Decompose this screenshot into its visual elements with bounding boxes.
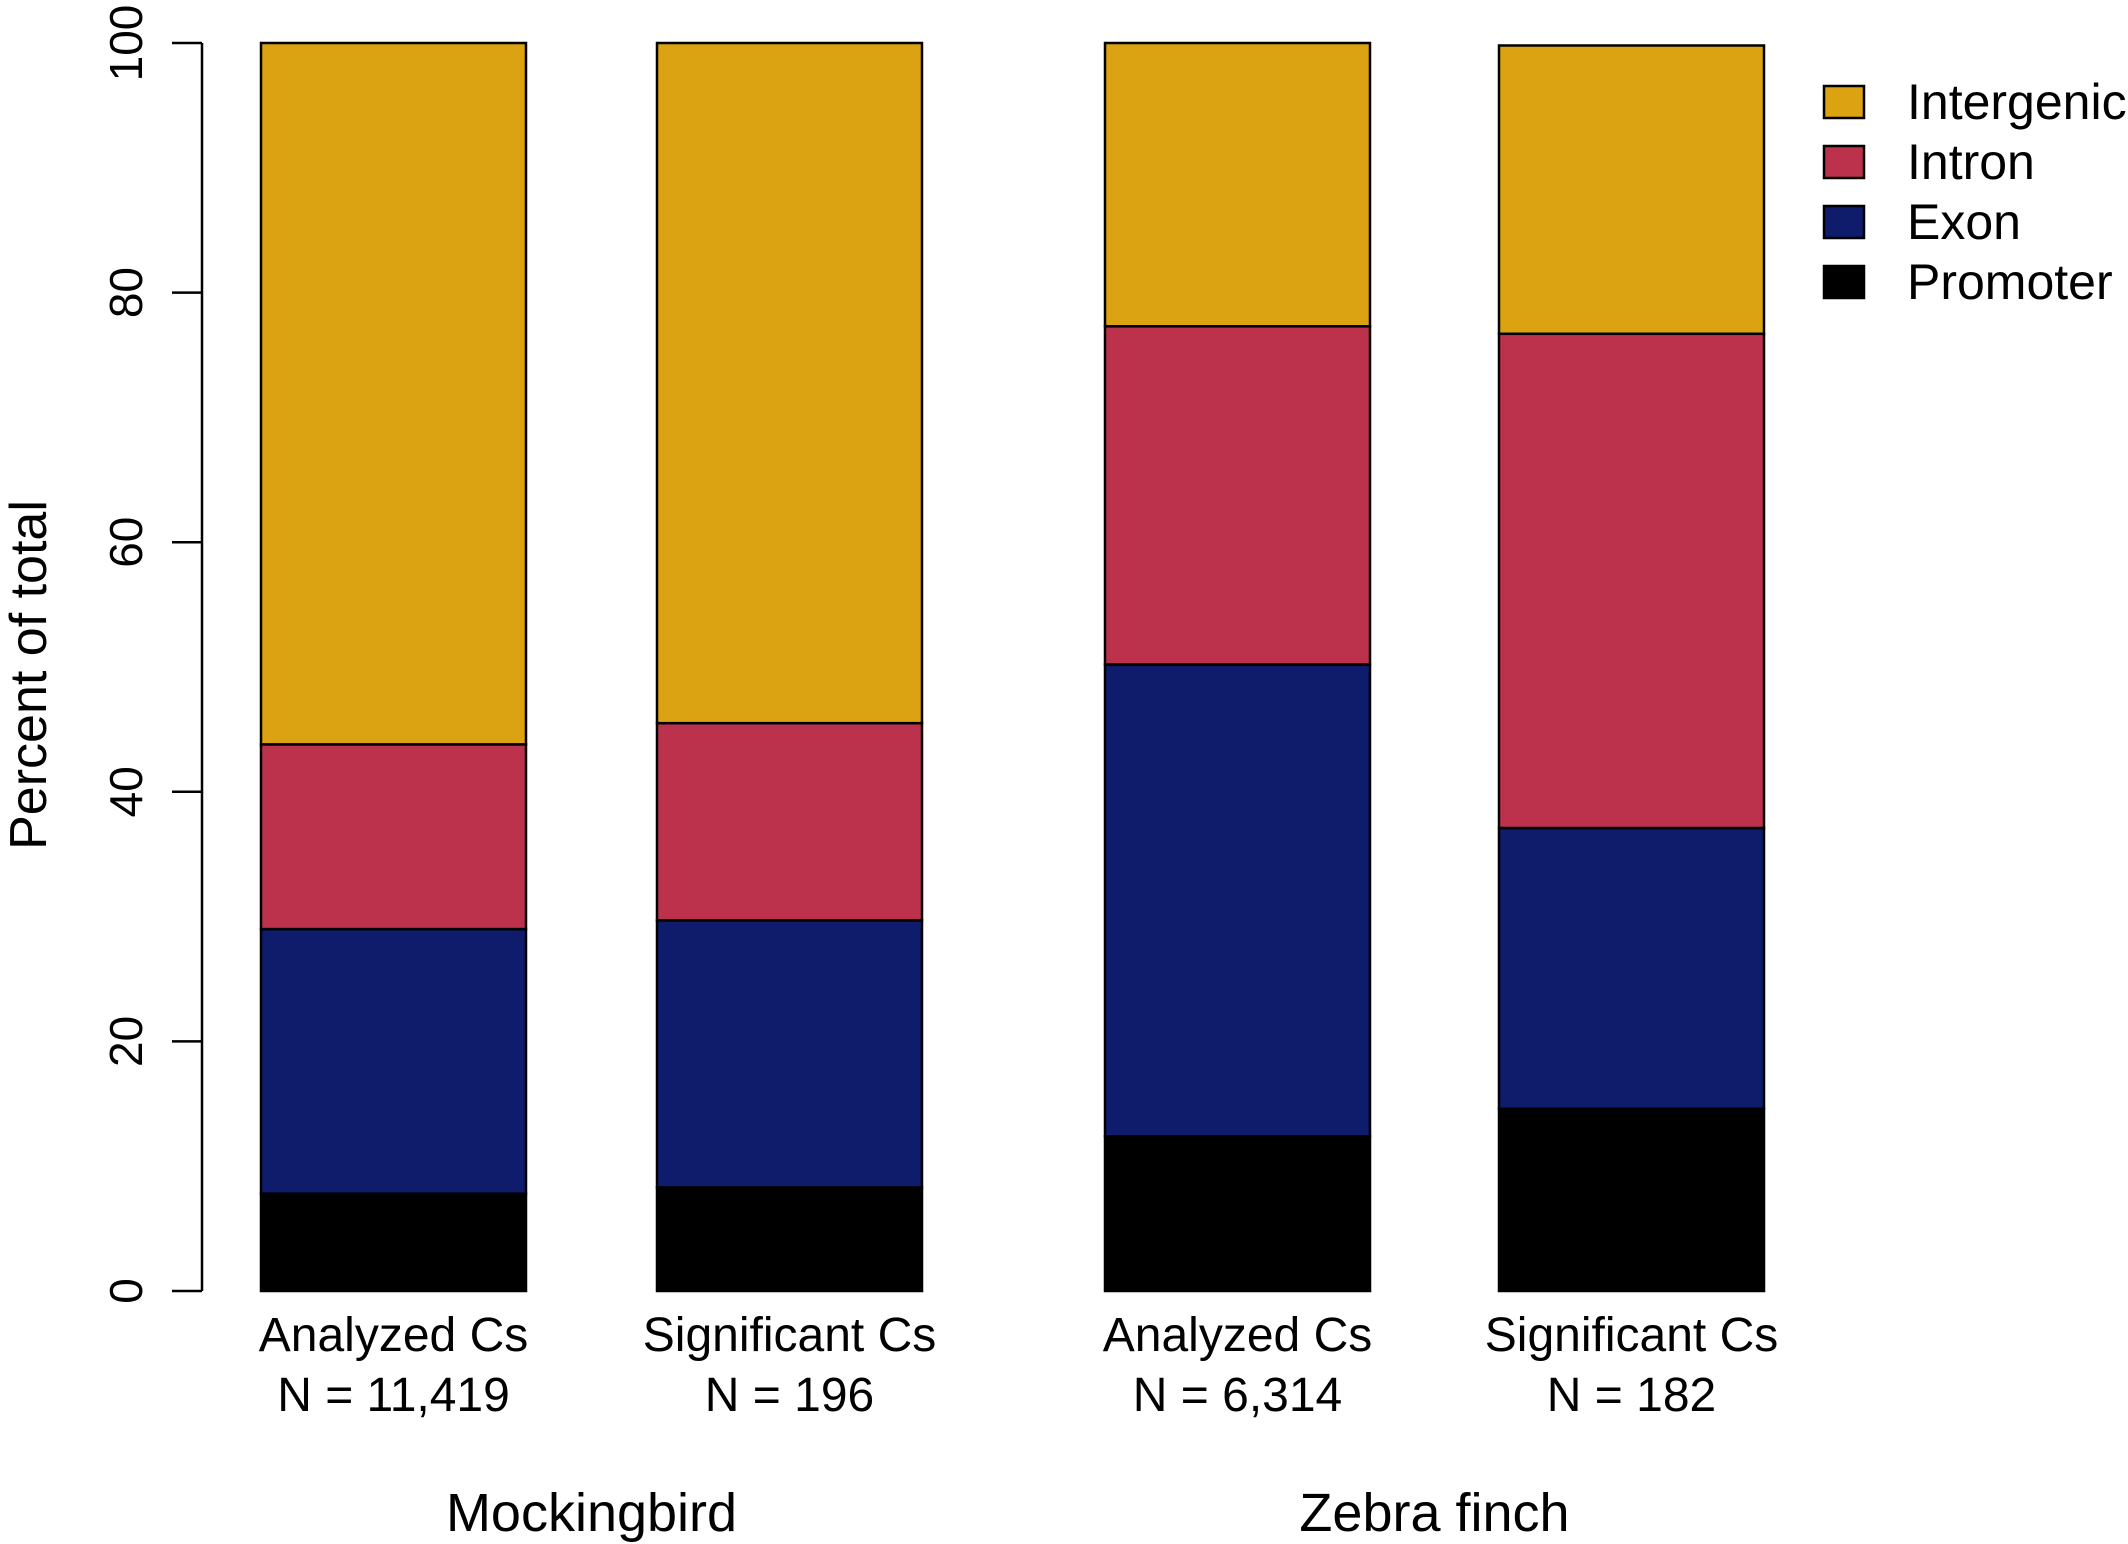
group-label: Mockingbird bbox=[446, 1483, 737, 1543]
y-tick-label: 80 bbox=[100, 267, 152, 318]
legend-label-intron: Intron bbox=[1907, 134, 2035, 190]
category-label: Analyzed Cs bbox=[259, 1309, 528, 1362]
bar-segment-exon bbox=[259, 927, 528, 1195]
bar-segment-intergenic bbox=[259, 41, 528, 746]
n-label: N = 182 bbox=[1547, 1369, 1716, 1422]
bar-segment-intergenic bbox=[1497, 44, 1766, 336]
y-tick-label: 40 bbox=[100, 766, 152, 817]
bar-segment-promoter bbox=[1103, 1134, 1372, 1293]
bar-stack bbox=[1103, 41, 1372, 1293]
bar-stack bbox=[259, 41, 528, 1293]
n-label: N = 6,314 bbox=[1133, 1369, 1342, 1422]
n-label: N = 196 bbox=[705, 1369, 874, 1422]
category-label: Analyzed Cs bbox=[1103, 1309, 1372, 1362]
legend-label-promoter: Promoter bbox=[1907, 254, 2113, 310]
legend-label-intergenic: Intergenic bbox=[1907, 74, 2127, 130]
legend-swatch-promoter bbox=[1822, 264, 1866, 300]
category-label: Significant Cs bbox=[1485, 1309, 1778, 1362]
bar-segment-exon bbox=[1497, 826, 1766, 1111]
bar-segment-intron bbox=[655, 721, 924, 922]
bar-stack bbox=[655, 41, 924, 1293]
y-tick-label: 100 bbox=[100, 5, 152, 82]
y-axis-title: Percent of total bbox=[0, 500, 58, 850]
legend-swatch-intergenic bbox=[1822, 84, 1866, 120]
y-tick-label: 20 bbox=[100, 1016, 152, 1067]
bar-segment-promoter bbox=[1497, 1107, 1766, 1293]
legend-swatch-exon bbox=[1822, 204, 1866, 240]
bar-stack bbox=[1497, 44, 1766, 1293]
legend-swatch-intron bbox=[1822, 144, 1866, 180]
y-axis: 0 20 40 60 80 100 bbox=[100, 5, 204, 1304]
legend-label-exon: Exon bbox=[1907, 194, 2021, 250]
bar-segment-intron bbox=[1497, 332, 1766, 830]
n-label: N = 11,419 bbox=[277, 1369, 510, 1422]
bar-segment-intron bbox=[259, 743, 528, 931]
bar-segment-intergenic bbox=[1103, 41, 1372, 328]
bar-segment-exon bbox=[655, 919, 924, 1189]
category-label: Significant Cs bbox=[643, 1309, 936, 1362]
y-tick-label: 60 bbox=[100, 517, 152, 568]
category-labels: Analyzed Cs N = 11,419 Significant Cs N = 1… bbox=[259, 1309, 1778, 1543]
bar-segment-promoter bbox=[655, 1186, 924, 1293]
bar-segment-intron bbox=[1103, 325, 1372, 666]
bars-layer bbox=[259, 41, 1766, 1293]
bar-segment-exon bbox=[1103, 663, 1372, 1138]
group-label: Zebra finch bbox=[1299, 1483, 1569, 1543]
bar-segment-promoter bbox=[259, 1192, 528, 1293]
y-tick-label: 0 bbox=[100, 1278, 152, 1304]
bar-segment-intergenic bbox=[655, 41, 924, 725]
